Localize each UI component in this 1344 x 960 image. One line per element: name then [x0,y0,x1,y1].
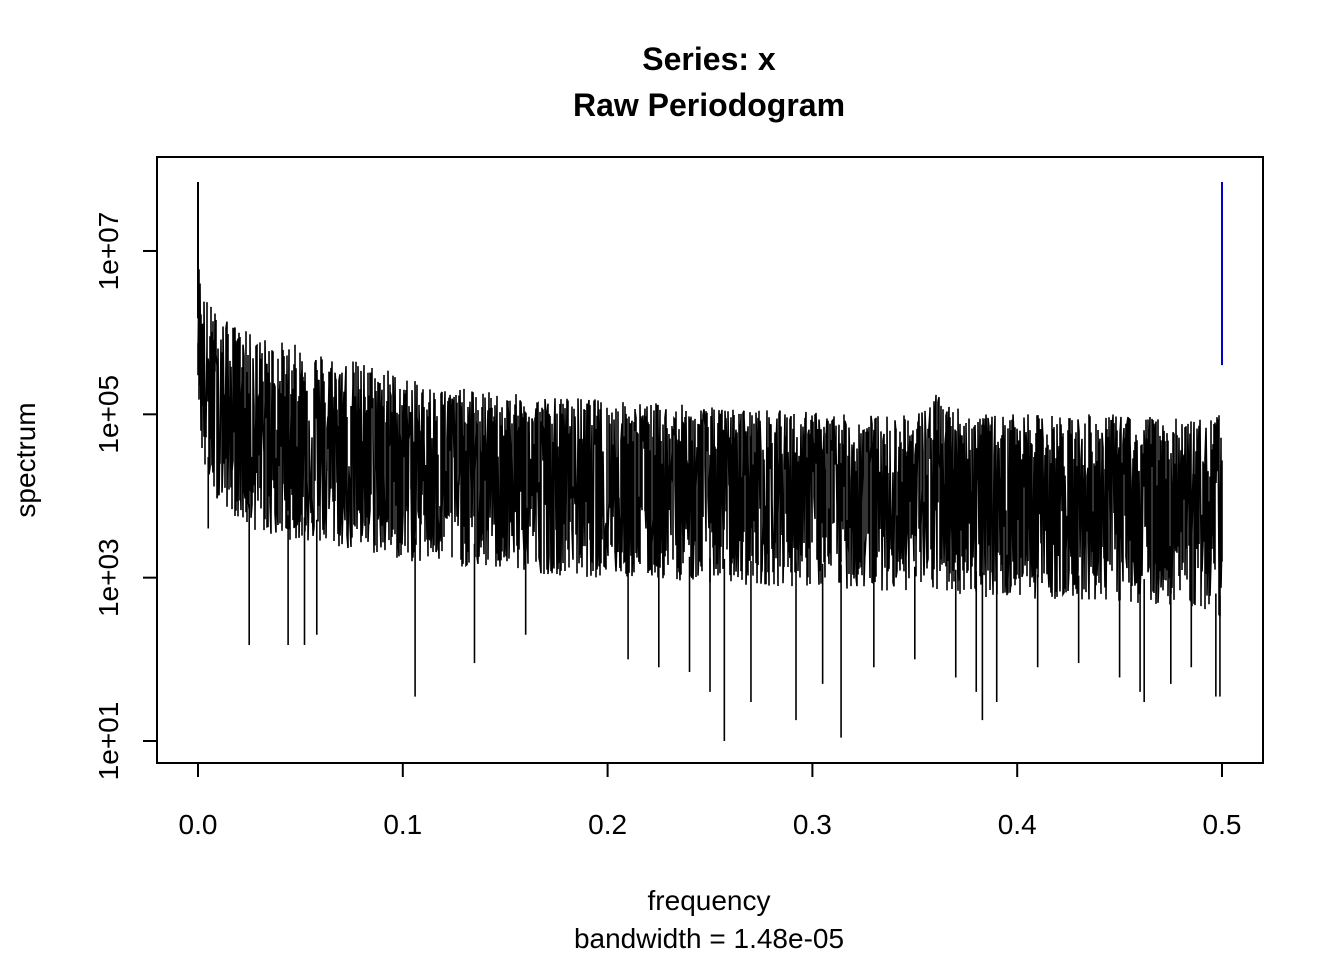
x-tick-label: 0.2 [588,809,627,840]
x-tick-label: 0.1 [383,809,422,840]
bandwidth-label: bandwidth = 1.48e-05 [574,923,844,954]
chart-title: Series: x [642,41,776,77]
y-tick-label: 1e+03 [93,538,124,617]
y-tick-label: 1e+05 [93,375,124,454]
x-tick-label: 0.5 [1203,809,1242,840]
y-axis-label: spectrum [10,402,41,517]
x-tick-label: 0.4 [998,809,1037,840]
y-axis: 1e+01 1e+03 1e+05 1e+07 [93,212,158,781]
chart-subtitle: Raw Periodogram [573,87,845,123]
y-tick-label: 1e+01 [93,702,124,781]
series-layer [197,181,1223,741]
x-tick-label: 0.0 [179,809,218,840]
x-tick-label: 0.3 [793,809,832,840]
x-axis-label: frequency [648,885,771,916]
x-axis: 0.0 0.1 0.2 0.3 0.4 0.5 [179,762,1242,840]
y-tick-label: 1e+07 [93,212,124,291]
